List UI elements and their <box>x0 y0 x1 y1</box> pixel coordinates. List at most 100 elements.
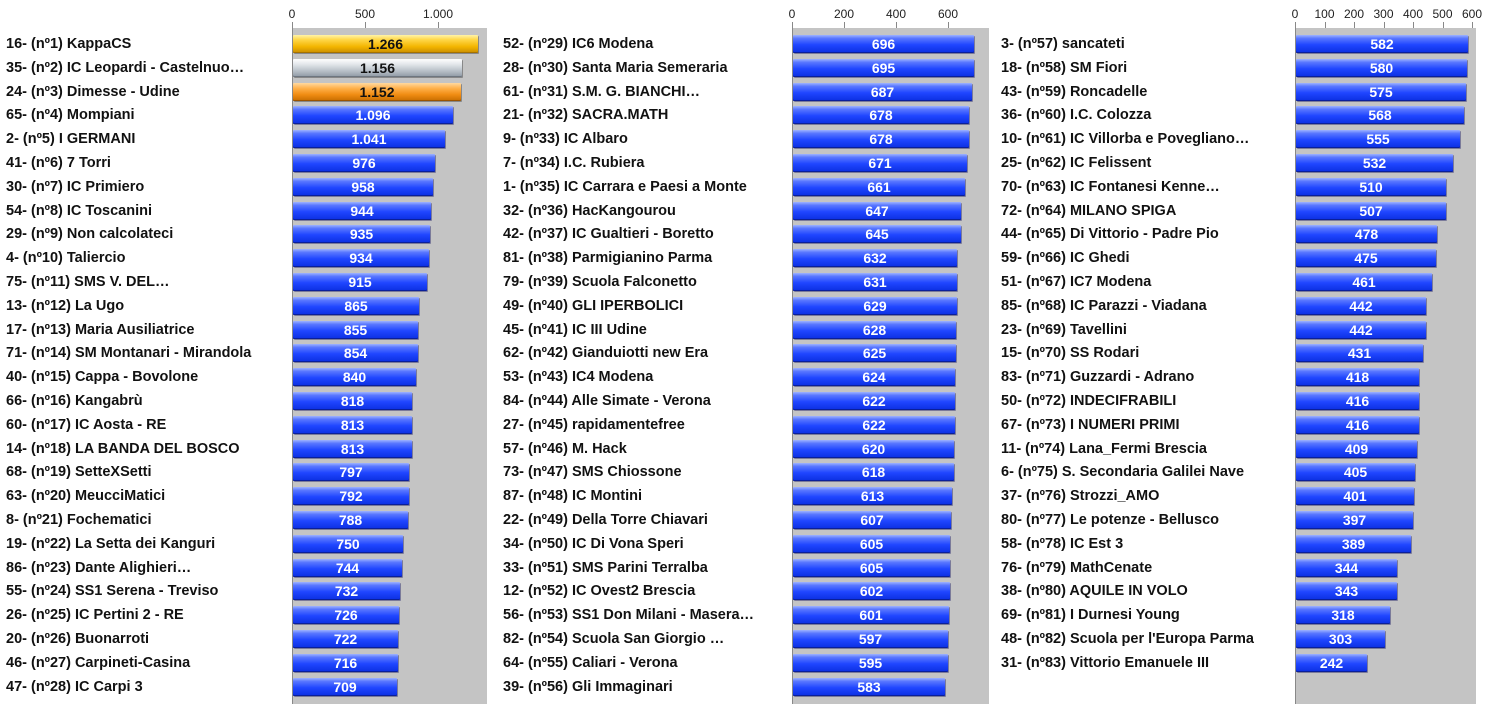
bar: 671 <box>793 154 967 172</box>
bar-value-label: 797 <box>339 464 363 481</box>
bar-value-label: 582 <box>1370 36 1394 52</box>
category-label: 14- (nº18) LA BANDA DEL BOSCO <box>6 440 240 457</box>
category-label: 41- (nº6) 7 Torri <box>6 155 111 171</box>
bar-value-label: 647 <box>865 202 889 219</box>
bar-value-label: 726 <box>334 607 358 624</box>
bar: 555 <box>1296 130 1460 149</box>
category-label: 65- (nº4) Mompiani <box>6 107 135 124</box>
bar-value-label: 555 <box>1366 131 1390 148</box>
bar-value-label: 442 <box>1349 321 1373 338</box>
category-label: 44- (nº65) Di Vittorio - Padre Pio <box>1001 226 1219 243</box>
bar: 813 <box>293 415 412 434</box>
bar: 605 <box>793 534 950 553</box>
bar: 631 <box>793 273 957 291</box>
bar: 750 <box>293 534 403 553</box>
bar-value-label: 750 <box>336 535 360 552</box>
bar-value-label: 661 <box>867 178 891 195</box>
category-label: 12- (nº52) IC Ovest2 Brescia <box>503 583 696 600</box>
category-label: 63- (nº20) MeucciMatici <box>6 488 166 505</box>
bar-value-label: 813 <box>340 440 365 457</box>
x-tick-mark <box>792 22 793 28</box>
x-tick-label: 400 <box>1402 7 1424 21</box>
bar-value-label: 1.156 <box>359 59 396 76</box>
bar: 944 <box>293 201 431 220</box>
bar: 597 <box>793 630 948 648</box>
bar-value-label: 532 <box>1362 155 1387 171</box>
bar-value-label: 405 <box>1343 464 1368 481</box>
category-label: 36- (nº60) I.C. Colozza <box>1001 107 1152 124</box>
bar-value-label: 865 <box>344 297 368 314</box>
bar-value-label: 607 <box>860 512 884 528</box>
category-label: 76- (nº79) MathCenate <box>1001 559 1153 576</box>
bar: 625 <box>793 344 956 363</box>
bar-value-label: 1.096 <box>355 107 391 124</box>
category-label: 16- (nº1) KappaCS <box>6 36 132 52</box>
bar: 958 <box>293 177 433 196</box>
category-label: 27- (nº45) rapidamentefree <box>503 416 685 433</box>
category-label: 31- (nº83) Vittorio Emanuele III <box>1001 654 1210 671</box>
category-label: 30- (nº7) IC Primiero <box>6 178 145 195</box>
x-tick-mark <box>1442 22 1444 28</box>
bar-value-label: 695 <box>871 59 896 76</box>
x-tick-label: 300 <box>1373 7 1394 21</box>
category-label: 55- (nº24) SS1 Serena - Treviso <box>6 583 219 600</box>
bar: 601 <box>793 606 949 625</box>
bar: 1.266 <box>293 35 478 53</box>
bar: 580 <box>1296 58 1467 77</box>
category-label: 4- (nº10) Taliercio <box>6 250 126 267</box>
bar: 397 <box>1296 511 1413 529</box>
category-label: 23- (nº69) Tavellini <box>1001 321 1127 338</box>
category-label: 39- (nº56) Gli Immaginari <box>503 678 673 695</box>
bar: 1.096 <box>293 106 453 125</box>
category-label: 26- (nº25) IC Pertini 2 - RE <box>6 607 184 624</box>
bar-value-label: 622 <box>862 393 886 409</box>
bar: 442 <box>1296 296 1426 315</box>
bar-value-label: 507 <box>1359 202 1383 219</box>
category-label: 37- (nº76) Strozzi_AMO <box>1001 488 1160 505</box>
bar-value-label: 671 <box>868 155 892 171</box>
category-label: 13- (nº12) La Ugo <box>6 297 125 314</box>
category-label: 15- (nº70) SS Rodari <box>1001 345 1140 362</box>
x-tick-label: 500 <box>1432 7 1453 21</box>
bar: 687 <box>793 82 972 101</box>
category-label: 62- (nº42) Gianduiotti new Era <box>503 345 709 362</box>
bar-value-label: 625 <box>862 345 887 362</box>
bar: 661 <box>793 177 965 196</box>
bar-value-label: 605 <box>859 535 884 552</box>
bar-value-label: 613 <box>860 488 885 505</box>
category-label: 59- (nº66) IC Ghedi <box>1001 250 1130 267</box>
bar: 583 <box>793 677 945 696</box>
category-label: 2- (nº5) I GERMANI <box>6 131 136 148</box>
category-label: 64- (nº55) Caliari - Verona <box>503 654 678 671</box>
bar: 632 <box>793 249 957 268</box>
bar: 618 <box>793 463 954 482</box>
category-label: 43- (nº59) Roncadelle <box>1001 83 1148 100</box>
bar-value-label: 915 <box>348 274 372 290</box>
bar: 744 <box>293 558 402 577</box>
bar-value-label: 722 <box>333 631 358 647</box>
bar: 613 <box>793 487 952 506</box>
bar-value-label: 629 <box>863 297 887 314</box>
bar: 935 <box>293 225 430 244</box>
bar-value-label: 389 <box>1341 535 1366 552</box>
category-label: 49- (nº40) GLI IPERBOLICI <box>503 297 684 314</box>
category-label: 7- (nº34) I.C. Rubiera <box>503 155 645 171</box>
bar-value-label: 818 <box>340 393 365 409</box>
bar: 629 <box>793 296 957 315</box>
category-label: 79- (nº39) Scuola Falconetto <box>503 274 697 290</box>
bar: 318 <box>1296 606 1390 625</box>
x-tick-label: 600 <box>1461 7 1483 21</box>
bar: 478 <box>1296 225 1437 244</box>
bar: 389 <box>1296 534 1411 553</box>
bar-value-label: 618 <box>861 464 886 481</box>
bar: 401 <box>1296 487 1414 506</box>
category-label: 45- (nº41) IC III Udine <box>503 321 647 338</box>
x-tick-mark <box>1413 22 1414 28</box>
category-label: 46- (nº27) Carpineti-Casina <box>6 654 191 671</box>
bar: 696 <box>793 35 974 53</box>
bar-value-label: 242 <box>1319 654 1344 671</box>
x-tick-label: 200 <box>833 7 855 21</box>
chart-panel-1: 0 500 1.000 16- (nº1) KappaCS 1.266 35- (nº2… <box>0 0 490 712</box>
bar: 645 <box>793 225 961 244</box>
bar: 855 <box>293 320 418 339</box>
